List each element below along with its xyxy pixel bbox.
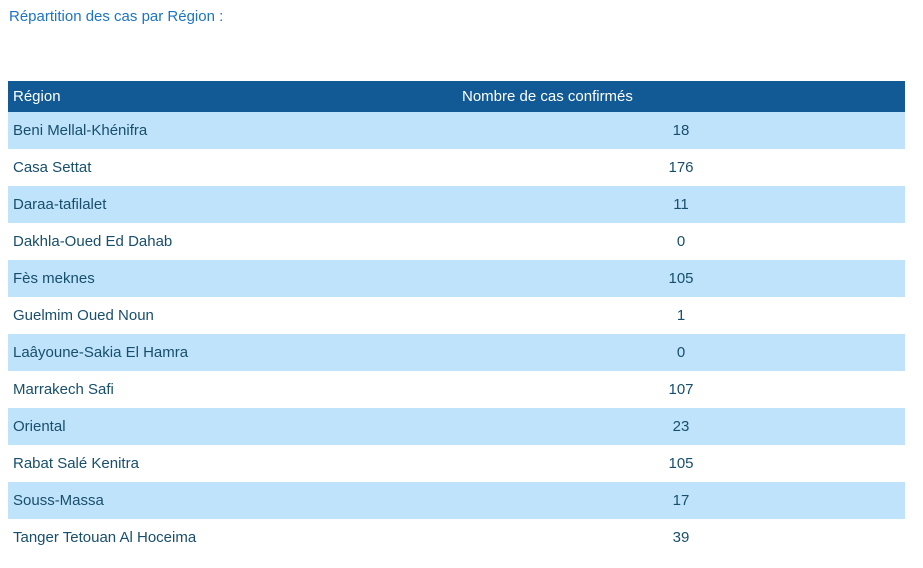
cases-cell: 107 <box>457 371 905 408</box>
region-cell: Casa Settat <box>8 149 457 186</box>
cases-cell: 0 <box>457 334 905 371</box>
cases-cell: 39 <box>457 519 905 556</box>
region-cell: Marrakech Safi <box>8 371 457 408</box>
column-header-cases: Nombre de cas confirmés <box>457 81 905 112</box>
region-cell: Fès meknes <box>8 260 457 297</box>
cases-cell: 11 <box>457 186 905 223</box>
cases-cell: 18 <box>457 112 905 149</box>
region-cell: Guelmim Oued Noun <box>8 297 457 334</box>
table-row: Rabat Salé Kenitra 105 <box>8 445 905 482</box>
region-cell: Beni Mellal-Khénifra <box>8 112 457 149</box>
column-header-region: Région <box>8 81 457 112</box>
cases-cell: 17 <box>457 482 905 519</box>
table-row: Beni Mellal-Khénifra 18 <box>8 112 905 149</box>
table-row: Casa Settat 176 <box>8 149 905 186</box>
region-cell: Tanger Tetouan Al Hoceima <box>8 519 457 556</box>
cases-cell: 23 <box>457 408 905 445</box>
cases-cell: 0 <box>457 223 905 260</box>
region-table-body: Beni Mellal-Khénifra 18 Casa Settat 176 Dara… <box>8 112 905 556</box>
region-table-header: Région Nombre de cas confirmés <box>8 81 905 112</box>
region-table: Région Nombre de cas confirmés Beni Mell… <box>8 81 905 556</box>
region-cell: Rabat Salé Kenitra <box>8 445 457 482</box>
region-cell: Daraa-tafilalet <box>8 186 457 223</box>
region-cell: Oriental <box>8 408 457 445</box>
cases-cell: 1 <box>457 297 905 334</box>
table-row: Fès meknes 105 <box>8 260 905 297</box>
table-row: Tanger Tetouan Al Hoceima 39 <box>8 519 905 556</box>
table-row: Daraa-tafilalet 11 <box>8 186 905 223</box>
table-row: Marrakech Safi 107 <box>8 371 905 408</box>
region-cell: Dakhla-Oued Ed Dahab <box>8 223 457 260</box>
cases-cell: 105 <box>457 260 905 297</box>
page-title: Répartition des cas par Région : <box>9 8 224 25</box>
cases-cell: 176 <box>457 149 905 186</box>
table-row: Guelmim Oued Noun 1 <box>8 297 905 334</box>
region-cell: Laâyoune-Sakia El Hamra <box>8 334 457 371</box>
table-row: Dakhla-Oued Ed Dahab 0 <box>8 223 905 260</box>
table-row: Oriental 23 <box>8 408 905 445</box>
header-row: Région Nombre de cas confirmés <box>8 81 905 112</box>
region-cell: Souss-Massa <box>8 482 457 519</box>
cases-cell: 105 <box>457 445 905 482</box>
table-row: Souss-Massa 17 <box>8 482 905 519</box>
table-row: Laâyoune-Sakia El Hamra 0 <box>8 334 905 371</box>
